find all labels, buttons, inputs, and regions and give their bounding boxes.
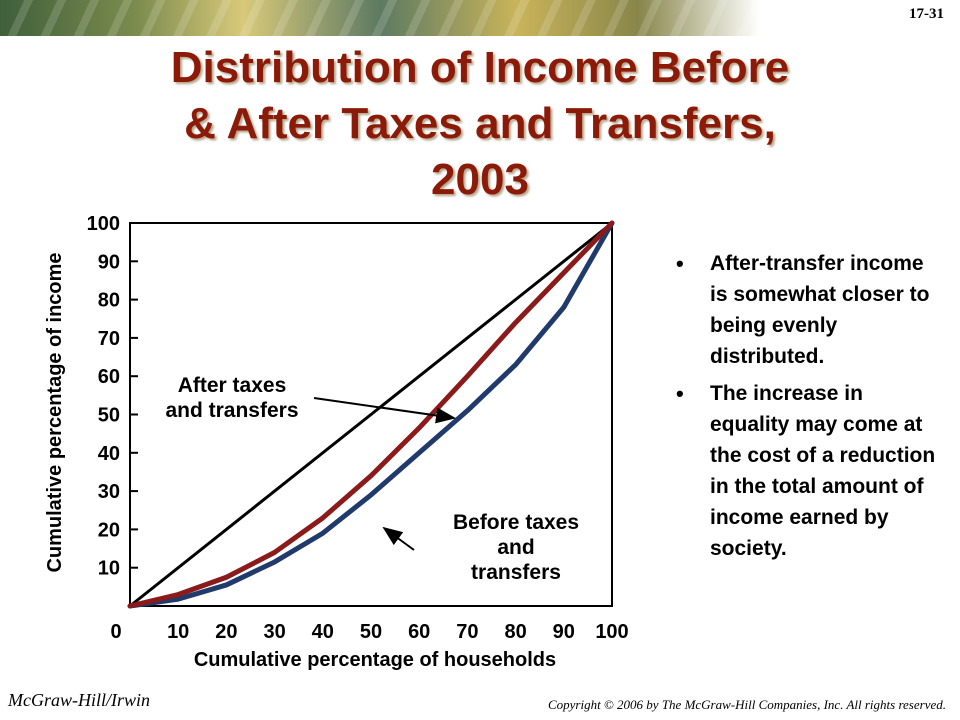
y-tick-label: 100 bbox=[87, 213, 120, 235]
copyright-footer: Copyright © 2006 by The McGraw-Hill Comp… bbox=[547, 697, 946, 712]
bullet-text: After-transfer income is somewhat closer… bbox=[710, 252, 930, 368]
y-tick-label: 10 bbox=[98, 558, 120, 580]
annotation-before-line: transfers bbox=[471, 561, 561, 584]
x-tick-label: 30 bbox=[263, 621, 285, 643]
x-tick-label: 90 bbox=[553, 621, 575, 643]
x-axis-title: Cumulative percentage of households bbox=[194, 649, 556, 671]
annotation-before-arrow bbox=[382, 526, 415, 551]
x-tick-label: 20 bbox=[215, 621, 237, 643]
x-tick-label: 50 bbox=[360, 621, 382, 643]
x-tick-label: 10 bbox=[167, 621, 189, 643]
header-banner-image bbox=[0, 0, 760, 36]
y-tick-label: 80 bbox=[98, 290, 120, 312]
series-line-equality bbox=[128, 221, 614, 608]
y-axis-title: Cumulative percentage of income bbox=[44, 252, 66, 572]
bullet-dot-icon: • bbox=[676, 251, 684, 276]
annotation-before-line: Before taxes bbox=[453, 511, 579, 534]
x-tick-label: 0 bbox=[110, 621, 121, 643]
series-line-after bbox=[127, 220, 615, 609]
bullet-text: The increase in equality may come at the… bbox=[710, 382, 936, 560]
annotation-after-line: After taxes bbox=[178, 374, 287, 397]
annotation-after-arrow bbox=[313, 397, 456, 424]
x-tick-label: 80 bbox=[504, 621, 526, 643]
y-tick-label: 90 bbox=[98, 251, 120, 273]
title-line-2: & After Taxes and Transfers, bbox=[184, 99, 776, 148]
y-tick-label: 30 bbox=[98, 481, 120, 503]
x-tick-label: 100 bbox=[595, 621, 628, 643]
slide-number: 17-31 bbox=[909, 6, 944, 22]
x-tick-label: 40 bbox=[312, 621, 334, 643]
bullet-item: • After-transfer income is somewhat clos… bbox=[670, 248, 940, 372]
slide-title: Distribution of Income Before & After Ta… bbox=[40, 40, 920, 208]
header-banner-texture bbox=[0, 0, 760, 36]
bullet-item: • The increase in equality may come at t… bbox=[670, 378, 940, 564]
title-line-1: Distribution of Income Before bbox=[170, 43, 790, 92]
y-tick-label: 60 bbox=[98, 366, 120, 388]
y-tick-label: 20 bbox=[98, 519, 120, 541]
annotation-before-line: and bbox=[497, 536, 534, 559]
bullet-list: • After-transfer income is somewhat clos… bbox=[670, 248, 940, 570]
y-tick-label: 70 bbox=[98, 328, 120, 350]
bullet-dot-icon: • bbox=[676, 381, 684, 406]
x-tick-label: 60 bbox=[408, 621, 430, 643]
annotation-after-line: and transfers bbox=[165, 399, 298, 422]
title-line-3: 2003 bbox=[431, 155, 529, 204]
publisher-footer: McGraw-Hill/Irwin bbox=[8, 690, 150, 710]
y-tick-label: 40 bbox=[98, 443, 120, 465]
series-line-before bbox=[127, 220, 615, 609]
x-tick-label: 70 bbox=[456, 621, 478, 643]
y-tick-label: 50 bbox=[98, 405, 120, 427]
